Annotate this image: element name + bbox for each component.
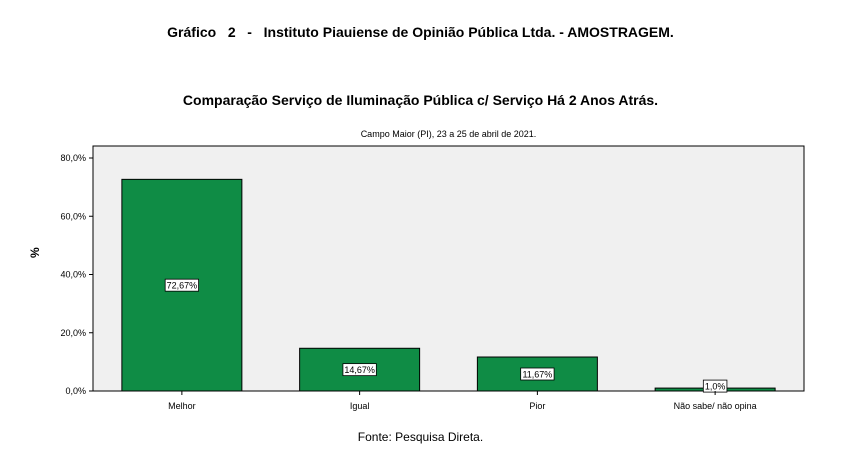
x-tick-label: Pior [529, 401, 545, 411]
chart-title: Comparação Serviço de Iluminação Pública… [182, 92, 659, 108]
figure-title: Gráfico 2 - Instituto Piauiense de Opini… [167, 24, 674, 40]
data-label: 72,67% [167, 281, 198, 291]
source-note: Fonte: Pesquisa Direta. [357, 430, 484, 444]
x-tick-label: Melhor [168, 401, 196, 411]
y-tick-label: 80,0% [60, 153, 86, 163]
y-tick-label: 40,0% [60, 270, 86, 280]
bars: 72,67% 14,67% 11,67% 1,0% [121, 178, 776, 393]
chart-subtitle: Campo Maior (PI), 23 a 25 de abril de 20… [360, 129, 537, 139]
x-tick-label: Não sabe/ não opina [674, 401, 757, 411]
data-label: 11,67% [522, 370, 552, 380]
data-label-box [342, 363, 377, 377]
y-tick-label: 0,0% [65, 386, 86, 396]
y-tick-label: 60,0% [60, 211, 86, 221]
data-label: 14,67% [344, 365, 375, 375]
data-label-box [520, 367, 555, 381]
data-label: 1,0% [705, 382, 726, 392]
x-tick-label: Igual [350, 401, 370, 411]
y-tick-label: 20,0% [60, 328, 86, 338]
x-axis: Melhor Igual Pior Não sabe/ não opina [168, 391, 757, 411]
data-label-box [164, 278, 199, 292]
y-axis: 0,0% 20,0% 40,0% 60,0% 80,0% [60, 153, 93, 396]
